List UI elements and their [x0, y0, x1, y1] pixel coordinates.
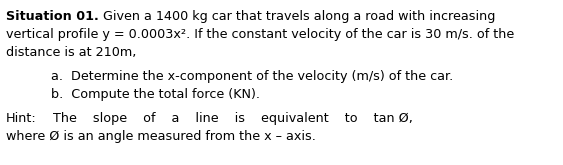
Text: where Ø is an angle measured from the x – axis.: where Ø is an angle measured from the x …	[6, 130, 316, 143]
Text: b.  Compute the total force (KN).: b. Compute the total force (KN).	[51, 88, 260, 101]
Text: Situation 01.: Situation 01.	[6, 10, 99, 23]
Text: Given a 1400 kg car that travels along a road with increasing: Given a 1400 kg car that travels along a…	[99, 10, 495, 23]
Text: The    slope    of    a    line    is    equivalent    to    tan Ø,: The slope of a line is equivalent to tan…	[37, 112, 413, 125]
Text: distance is at 210m,: distance is at 210m,	[6, 46, 136, 59]
Text: vertical profile y = 0.0003x². If the constant velocity of the car is 30 m/s. of: vertical profile y = 0.0003x². If the co…	[6, 28, 514, 41]
Text: Hint:: Hint:	[6, 112, 37, 125]
Text: a.  Determine the x-component of the velocity (m/s) of the car.: a. Determine the x-component of the velo…	[51, 70, 453, 83]
